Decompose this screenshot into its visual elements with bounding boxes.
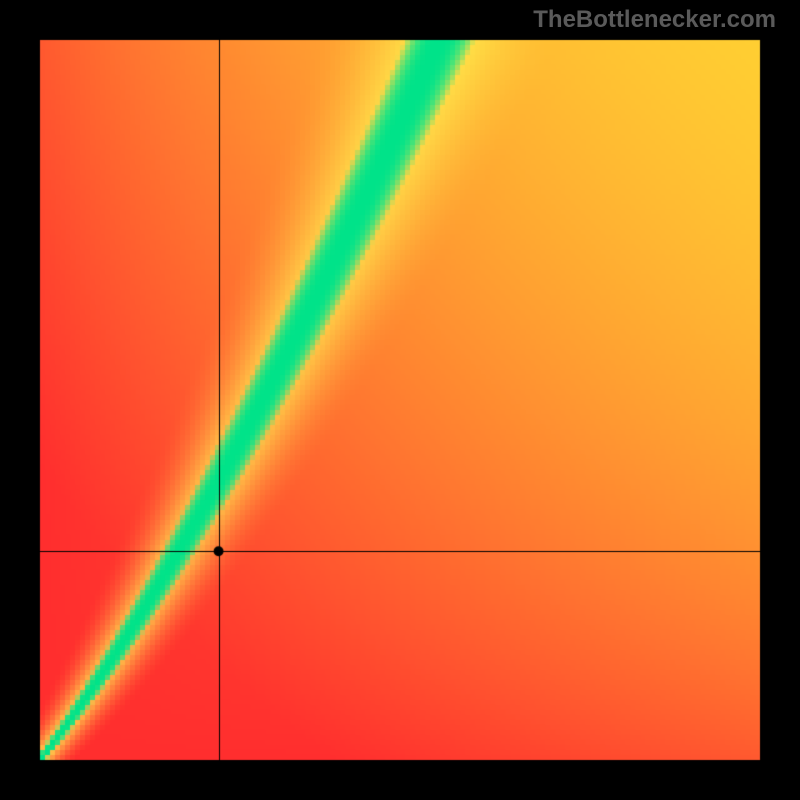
bottleneck-heatmap xyxy=(0,0,800,800)
watermark-text: TheBottlenecker.com xyxy=(533,6,776,34)
